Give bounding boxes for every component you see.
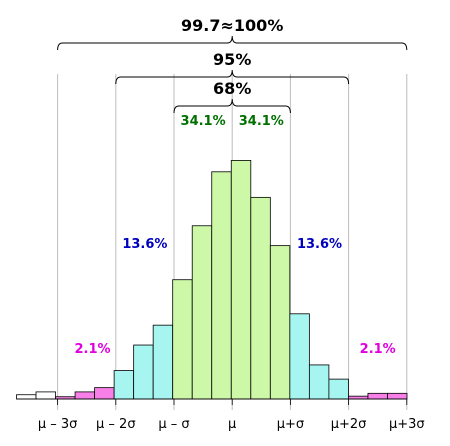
histogram-bar [16,394,37,400]
histogram-bar [289,313,310,400]
histogram-bar [269,245,291,400]
interval-brace [57,35,408,51]
histogram-bar [113,370,135,400]
histogram-bar [230,160,252,400]
histogram-bar [152,324,174,400]
histogram-bar [348,395,369,400]
histogram-bar [250,196,271,400]
histogram-bar [308,364,330,400]
x-tick-label: μ – 3σ [38,417,78,432]
sigma-gridlines [57,74,408,410]
interval-brace-label: 68% [213,79,251,98]
x-tick-label: μ – σ [158,417,189,432]
histogram-bar [367,392,388,400]
interval-brace-label: 95% [213,50,251,69]
region-percent-label: 2.1% [74,342,110,357]
interval-brace-label: 99.7≈100% [181,16,283,35]
region-percent-labels: 2.1% 13.6% 34.1% 34.1% 13.6% 2.1% [74,114,395,357]
histogram-bar [172,279,193,400]
histogram-bar [387,392,408,400]
histogram-bar [94,387,115,400]
histogram-bar [35,391,56,400]
region-percent-label: 34.1% [239,114,284,129]
x-tick-labels: μ – 3σ μ – 2σ μ – σ μ μ+σ μ+2σ μ+3σ [38,399,425,432]
interval-brace [173,98,291,114]
x-tick-label: μ [228,417,236,432]
histogram-bar [191,225,213,400]
interval-brace [115,69,350,85]
histogram-bars [16,160,408,400]
histogram-bar [74,391,95,400]
histogram-bar [328,378,349,400]
x-tick-label: μ+3σ [389,417,425,432]
region-percent-label: 13.6% [122,237,167,252]
interval-braces: 68% 95% 99.7≈100% [57,16,408,114]
region-percent-label: 2.1% [360,342,396,357]
x-tick-label: μ+σ [277,417,304,432]
region-percent-label: 13.6% [297,237,342,252]
region-percent-label: 34.1% [181,114,226,129]
histogram-bar [133,344,154,400]
x-tick-label: μ+2σ [331,417,367,432]
histogram-bar [211,171,232,400]
x-tick-label: μ – 2σ [96,417,136,432]
